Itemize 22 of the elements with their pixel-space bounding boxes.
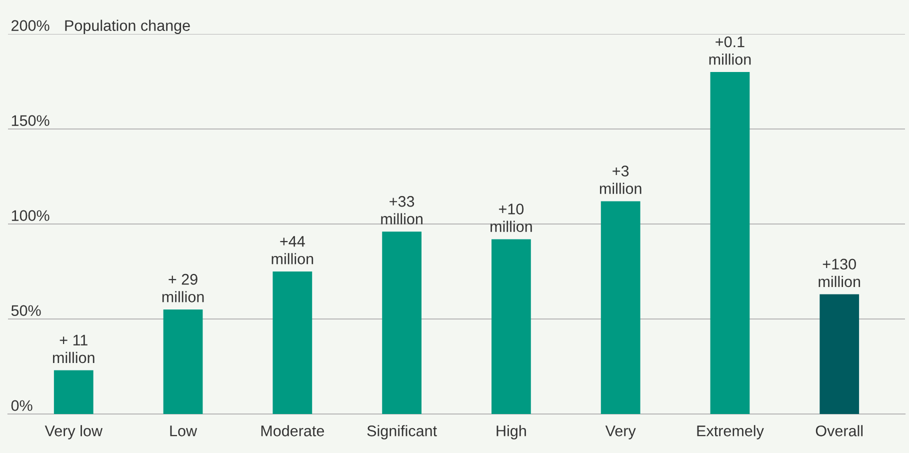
- x-tick-label: Very low: [44, 425, 103, 440]
- x-tick-label: Significant: [367, 425, 437, 440]
- annotation: + 11 million: [53, 334, 94, 364]
- x-tick-label: Overall: [816, 425, 863, 436]
- y-axis-title: Population change: [65, 20, 190, 34]
- x-tick-label: High: [496, 425, 526, 440]
- y-tick-label: 150%: [12, 115, 50, 126]
- annotation: +0.1 million: [709, 36, 751, 65]
- annotation: +10 million: [490, 204, 532, 232]
- annotation: +3 million: [600, 166, 642, 194]
- y-tick-label: 50%: [11, 305, 41, 316]
- annotation: + 29 million: [162, 274, 204, 302]
- annotation: +130 million: [818, 258, 860, 288]
- y-tick-label: 200%: [12, 20, 50, 31]
- x-tick-label: Moderate: [261, 425, 324, 436]
- x-tick-label: Very: [605, 426, 636, 440]
- y-tick-label: 100%: [12, 210, 50, 221]
- y-tick-label: 0%: [11, 400, 32, 411]
- annotation: +44 million: [272, 236, 314, 264]
- x-tick-label: Extremely: [697, 425, 764, 440]
- annotation: +33 million: [381, 196, 422, 224]
- x-tick-label: Low: [170, 426, 198, 436]
